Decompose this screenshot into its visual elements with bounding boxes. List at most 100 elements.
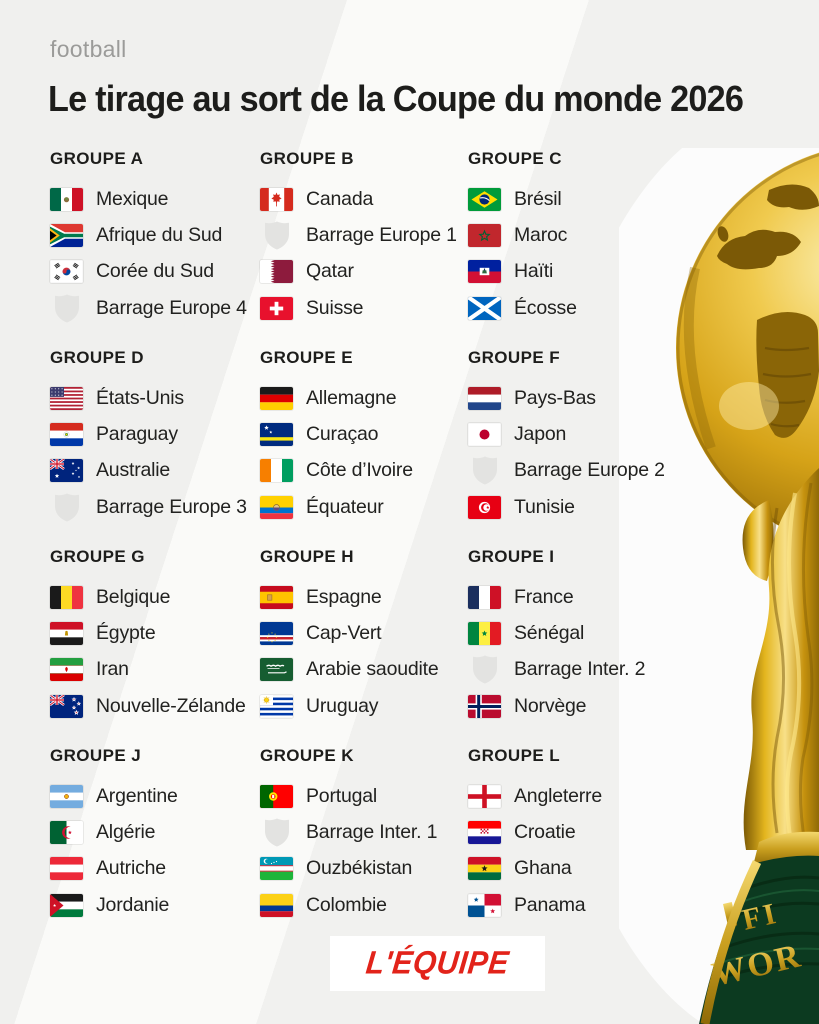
team-row: Nouvelle-Zélande <box>50 688 260 724</box>
aus-flag-icon <box>50 459 83 483</box>
ksa-flag-icon <box>260 658 293 682</box>
team-name: Corée du Sud <box>96 260 214 283</box>
team-name: Curaçao <box>306 423 379 446</box>
team-name: Barrage Europe 3 <box>96 495 247 518</box>
groups-grid: GROUPE A Mexique Afrique du Sud Corée du Su… <box>50 148 665 944</box>
egy-flag-icon <box>50 622 83 646</box>
group-block: GROUPE G Belgique Égypte Iran Nouvelle-Zélan… <box>50 546 260 745</box>
team-row: Pays-Bas <box>468 380 664 416</box>
team-name: États-Unis <box>96 386 184 409</box>
team-name: Allemagne <box>306 386 397 409</box>
team-row: Barrage Europe 4 <box>50 290 260 326</box>
sen-flag-icon <box>468 622 501 646</box>
team-name: Jordanie <box>96 893 170 916</box>
team-row: Belgique <box>50 579 260 615</box>
team-name: Argentine <box>96 784 178 807</box>
group-title: GROUPE I <box>468 547 555 566</box>
uzb-flag-icon <box>260 857 293 881</box>
par-flag-icon <box>50 423 83 447</box>
team-name: Espagne <box>306 585 382 608</box>
team-row: Allemagne <box>260 380 468 416</box>
team-name: Barrage Inter. 1 <box>306 821 438 844</box>
team-name: Australie <box>96 459 171 482</box>
team-row: Japon <box>468 416 664 452</box>
irn-flag-icon <box>50 658 83 682</box>
nzl-flag-icon <box>50 694 83 718</box>
group-block: GROUPE J Argentine Algérie Autriche Jordanie <box>50 745 260 944</box>
team-name: Brésil <box>514 187 562 210</box>
team-row: Tunisie <box>468 489 664 525</box>
team-row: Maroc <box>468 217 664 253</box>
team-name: France <box>514 585 574 608</box>
group-title: GROUPE H <box>260 547 354 566</box>
team-row: Espagne <box>260 579 468 615</box>
team-row: Uruguay <box>260 688 468 724</box>
pan-flag-icon <box>468 893 501 917</box>
team-name: Portugal <box>306 784 378 807</box>
team-row: Ouzbékistan <box>260 851 468 887</box>
team-name: Colombie <box>306 893 387 916</box>
team-name: Cap-Vert <box>306 622 382 645</box>
cur-flag-icon <box>260 423 293 447</box>
por-flag-icon <box>260 784 293 808</box>
group-block: GROUPE K Portugal Barrage Inter. 1 Ouzbékis… <box>260 745 468 944</box>
group-block: GROUPE L Angleterre Croatie Ghana Panama <box>468 745 664 944</box>
page-title: Le tirage au sort de la Coupe du monde 2… <box>48 78 744 119</box>
barrage-shield-icon <box>468 655 501 684</box>
team-name: Barrage Inter. 2 <box>514 658 646 681</box>
cro-flag-icon <box>468 821 501 845</box>
team-row: Panama <box>468 887 664 923</box>
group-block: GROUPE F Pays-Bas Japon Barrage Europe 2 Tun… <box>468 347 665 546</box>
group-title: GROUPE G <box>50 547 145 566</box>
team-row: Iran <box>50 652 260 688</box>
arg-flag-icon <box>50 784 83 808</box>
barrage-shield-icon <box>468 456 501 485</box>
team-row: Arabie saoudite <box>260 652 468 688</box>
team-name: Équateur <box>306 495 384 518</box>
can-flag-icon <box>260 187 293 211</box>
team-row: Sénégal <box>468 615 664 651</box>
aut-flag-icon <box>50 857 83 881</box>
team-name: Barrage Europe 1 <box>306 224 457 247</box>
team-row: Qatar <box>260 254 468 290</box>
team-row: Ghana <box>468 851 664 887</box>
fra-flag-icon <box>468 585 501 609</box>
team-name: Barrage Europe 4 <box>96 296 247 319</box>
team-name: Tunisie <box>514 495 575 518</box>
world-cup-trophy-image: FI WOR <box>619 148 819 1024</box>
team-row: Cap-Vert <box>260 615 468 651</box>
team-row: Barrage Europe 2 <box>468 453 665 489</box>
team-name: Paraguay <box>96 423 178 446</box>
team-row: Suisse <box>260 290 468 326</box>
group-title: GROUPE K <box>260 746 354 765</box>
civ-flag-icon <box>260 459 293 483</box>
team-name: Croatie <box>514 821 576 844</box>
team-name: Sénégal <box>514 622 585 645</box>
team-row: Barrage Europe 1 <box>260 217 468 253</box>
team-row: Barrage Inter. 1 <box>260 814 468 850</box>
team-row: Australie <box>50 453 260 489</box>
mar-flag-icon <box>468 224 501 248</box>
team-name: Belgique <box>96 585 171 608</box>
ger-flag-icon <box>260 386 293 410</box>
group-block: GROUPE B Canada Barrage Europe 1 Qatar Suiss… <box>260 148 468 347</box>
cpv-flag-icon <box>260 622 293 646</box>
team-name: Arabie saoudite <box>306 658 439 681</box>
team-name: Algérie <box>96 821 156 844</box>
team-row: Côte d’Ivoire <box>260 453 468 489</box>
team-name: Uruguay <box>306 694 379 717</box>
ned-flag-icon <box>468 386 501 410</box>
team-name: Norvège <box>514 694 587 717</box>
esp-flag-icon <box>260 585 293 609</box>
team-name: Qatar <box>306 260 354 283</box>
team-row: Barrage Inter. 2 <box>468 652 664 688</box>
svg-text:FI: FI <box>739 897 782 937</box>
group-title: GROUPE B <box>260 149 354 168</box>
group-title: GROUPE D <box>50 348 144 367</box>
bra-flag-icon <box>468 187 501 211</box>
group-block: GROUPE E Allemagne Curaçao Côte d’Ivoire Équ… <box>260 347 468 546</box>
qat-flag-icon <box>260 260 293 284</box>
group-title: GROUPE C <box>468 149 562 168</box>
team-row: Mexique <box>50 181 260 217</box>
